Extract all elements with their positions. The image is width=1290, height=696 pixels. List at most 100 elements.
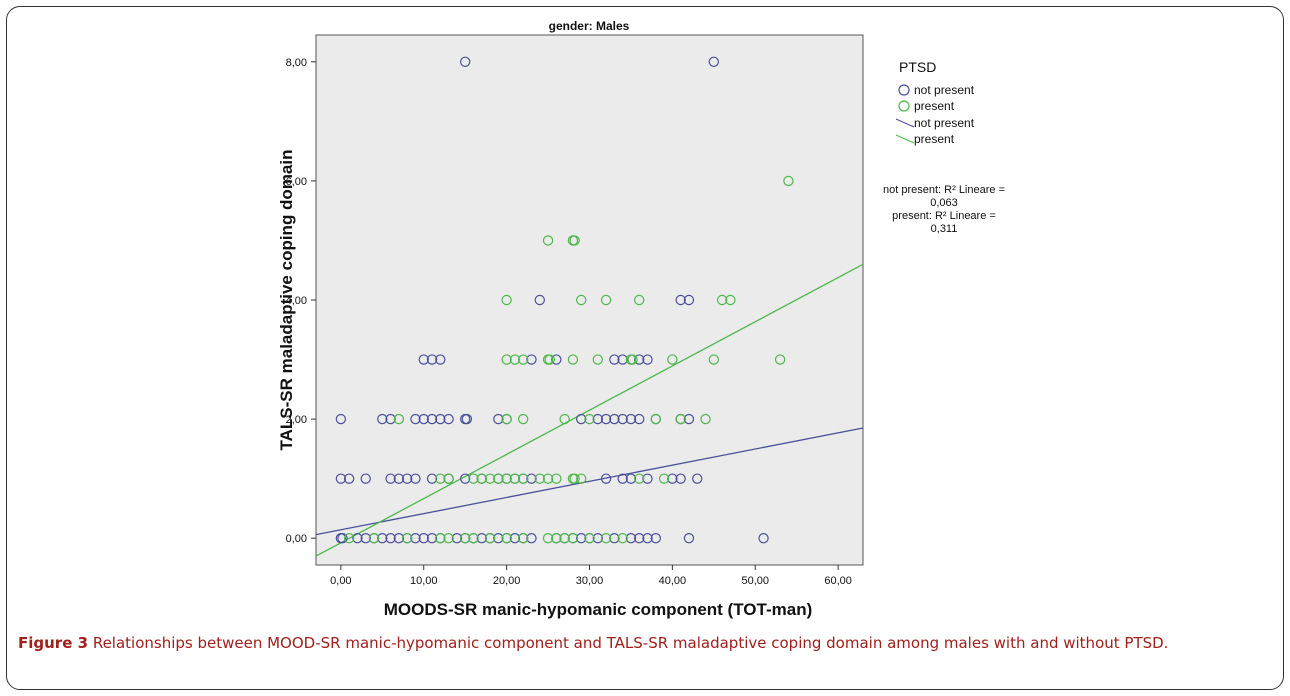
point-not-present bbox=[435, 354, 446, 365]
point-not-present bbox=[459, 56, 471, 67]
fit-lines bbox=[315, 263, 864, 557]
x-tick-label: 20,00 bbox=[493, 575, 521, 587]
y-tick-label: 8,00 bbox=[286, 57, 307, 69]
point-not-present bbox=[393, 473, 405, 484]
point-present bbox=[509, 354, 521, 365]
fit-line-present bbox=[315, 263, 864, 557]
r2-value-not-present: 0,063 bbox=[930, 197, 958, 209]
point-present bbox=[542, 473, 554, 484]
point-not-present bbox=[625, 413, 637, 425]
point-present bbox=[576, 473, 587, 484]
point-present bbox=[551, 533, 562, 544]
point-present bbox=[675, 413, 686, 425]
point-not-present bbox=[385, 473, 396, 484]
point-not-present bbox=[435, 413, 446, 425]
point-not-present bbox=[385, 533, 396, 544]
point-present bbox=[634, 294, 645, 306]
point-not-present bbox=[377, 533, 388, 544]
point-present bbox=[501, 294, 512, 306]
r2-annotations: not present: R² Lineare = 0,063 present:… bbox=[883, 184, 1005, 235]
point-not-present bbox=[377, 413, 388, 425]
point-not-present bbox=[675, 473, 686, 484]
point-present bbox=[592, 354, 603, 365]
point-not-present bbox=[393, 533, 405, 544]
legend-marker-present bbox=[898, 100, 910, 112]
y-tick-label: 2,00 bbox=[286, 414, 307, 426]
point-present bbox=[468, 533, 479, 544]
point-not-present bbox=[625, 473, 637, 484]
point-present bbox=[501, 473, 512, 484]
legend-label-present: present bbox=[914, 99, 955, 113]
point-not-present bbox=[675, 294, 686, 306]
point-present bbox=[569, 473, 580, 484]
point-present bbox=[484, 533, 496, 544]
point-present bbox=[584, 533, 595, 544]
point-present bbox=[517, 413, 529, 425]
fit-line-not-present bbox=[315, 427, 864, 536]
point-present bbox=[667, 354, 678, 365]
point-not-present bbox=[360, 533, 371, 544]
point-not-present bbox=[642, 473, 653, 484]
point-present bbox=[468, 473, 479, 484]
point-present bbox=[600, 533, 612, 544]
point-not-present bbox=[461, 413, 473, 425]
point-not-present bbox=[634, 533, 645, 544]
point-present bbox=[716, 294, 728, 306]
y-axis-label: TALS-SR maladaptive coping domain bbox=[277, 150, 296, 451]
point-present bbox=[708, 354, 720, 365]
x-tick-label: 50,00 bbox=[741, 575, 769, 587]
point-not-present bbox=[758, 533, 769, 544]
point-not-present bbox=[609, 533, 620, 544]
point-present bbox=[459, 533, 471, 544]
point-present bbox=[501, 354, 512, 365]
data-points bbox=[335, 56, 794, 544]
point-not-present bbox=[600, 473, 612, 484]
point-present bbox=[517, 354, 529, 365]
point-not-present bbox=[683, 533, 695, 544]
point-present bbox=[517, 533, 529, 544]
point-present bbox=[774, 354, 786, 365]
point-not-present bbox=[642, 533, 653, 544]
point-not-present bbox=[418, 533, 429, 544]
point-not-present bbox=[592, 533, 603, 544]
point-present bbox=[576, 294, 587, 306]
point-present bbox=[559, 533, 570, 544]
point-not-present bbox=[426, 413, 438, 425]
x-axis: 0,00 10,00 20,00 30,00 40,00 50,00 60,00 bbox=[330, 565, 852, 587]
point-present bbox=[484, 473, 496, 484]
point-present bbox=[725, 294, 736, 306]
point-not-present bbox=[459, 473, 471, 484]
legend-line-not-present bbox=[895, 118, 915, 128]
legend-marker-not-present bbox=[898, 84, 910, 96]
point-present bbox=[658, 473, 670, 484]
point-not-present bbox=[526, 533, 537, 544]
point-present bbox=[517, 473, 529, 484]
point-not-present bbox=[418, 354, 429, 365]
point-not-present bbox=[609, 354, 620, 365]
legend-line-present bbox=[895, 134, 915, 144]
caption-label: Figure 3 bbox=[18, 634, 89, 652]
point-not-present bbox=[625, 533, 637, 544]
y-tick-label: 6,00 bbox=[286, 176, 307, 188]
point-not-present bbox=[683, 413, 695, 425]
point-not-present bbox=[600, 413, 612, 425]
point-not-present bbox=[335, 413, 347, 425]
x-tick-label: 0,00 bbox=[330, 575, 351, 587]
r2-label-present: present: R² Lineare = bbox=[892, 210, 996, 222]
point-present bbox=[534, 473, 545, 484]
point-not-present bbox=[617, 354, 628, 365]
point-present bbox=[493, 473, 504, 484]
x-tick-label: 60,00 bbox=[824, 575, 852, 587]
point-present bbox=[544, 354, 555, 365]
point-not-present bbox=[410, 413, 421, 425]
point-not-present bbox=[576, 533, 587, 544]
x-tick-label: 30,00 bbox=[576, 575, 604, 587]
point-not-present bbox=[418, 413, 429, 425]
x-tick-label: 10,00 bbox=[410, 575, 438, 587]
point-present bbox=[476, 473, 487, 484]
legend-label-not-present: not present bbox=[914, 83, 975, 97]
point-present bbox=[567, 533, 579, 544]
y-axis: 0,00 2,00 4,00 6,00 8,00 bbox=[286, 57, 316, 545]
point-not-present bbox=[335, 473, 347, 484]
point-not-present bbox=[526, 473, 537, 484]
